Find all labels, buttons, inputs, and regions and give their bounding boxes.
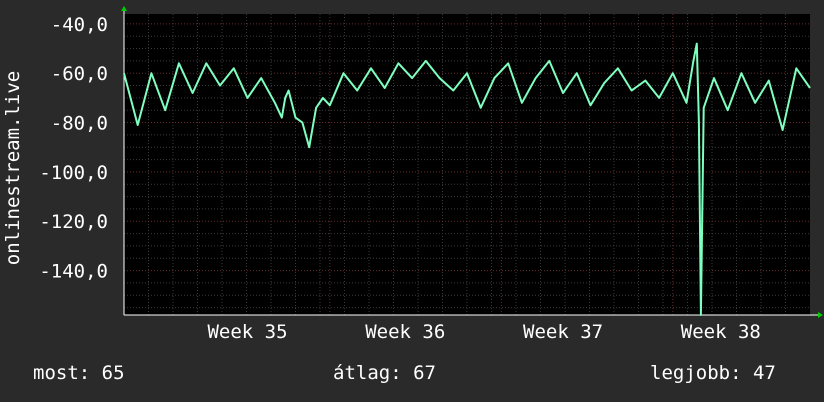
current-value-label: most: 65 [33, 362, 125, 384]
y-tick-label: -60,0 [51, 63, 108, 85]
x-tick-label: Week 37 [523, 321, 603, 343]
y-tick-label: -80,0 [51, 113, 108, 135]
average-value-label: átlag: 67 [333, 362, 436, 384]
x-tick-labels: Week 35 Week 36 Week 37 Week 38 [207, 321, 760, 343]
y-axis-label: onlinestream.live [2, 71, 24, 265]
y-tick-label: -100,0 [39, 162, 108, 184]
grid [124, 14, 810, 315]
y-tick-label: -40,0 [51, 14, 108, 36]
x-axis-arrow [818, 312, 823, 318]
series-line [123, 42, 811, 316]
x-tick-label: Week 35 [207, 321, 287, 343]
x-tick-label: Week 36 [365, 321, 445, 343]
series-group [123, 42, 811, 316]
y-axis-arrow [121, 6, 127, 11]
x-tick-label: Week 38 [681, 321, 761, 343]
y-tick-label: -120,0 [39, 211, 108, 233]
y-tick-labels: -40,0 -60,0 -80,0 -100,0 -120,0 -140,0 [39, 14, 108, 283]
y-tick-label: -140,0 [39, 261, 108, 283]
best-value-label: legjobb: 47 [650, 362, 776, 384]
axes [121, 6, 823, 318]
